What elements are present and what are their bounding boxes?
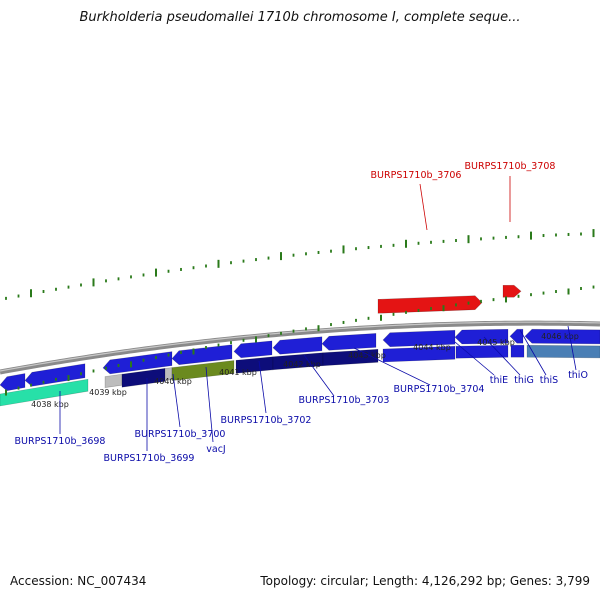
gene-thiS[interactable]: [510, 344, 525, 358]
gene-row2-grey[interactable]: [104, 373, 123, 388]
gene-label[interactable]: BURPS1710b_3703: [299, 395, 390, 406]
gene-label[interactable]: BURPS1710b_3699: [104, 453, 195, 464]
label-leader-line: [567, 325, 577, 371]
gene-row1-5[interactable]: [272, 336, 323, 355]
kbp-label: 4045 kbp: [477, 338, 515, 347]
gene-BURPS1710b_3706[interactable]: [377, 295, 483, 314]
label-leader-line: [519, 329, 547, 376]
gene-row1-9[interactable]: [509, 328, 524, 344]
gene-vacJ[interactable]: [171, 360, 235, 381]
genome-summary-text: Topology: circular; Length: 4,126,292 bp…: [260, 574, 590, 588]
kbp-label: 4044 kbp: [413, 343, 451, 352]
chromosome-backbone: [0, 320, 600, 375]
gene-label[interactable]: BURPS1710b_3698: [15, 436, 106, 447]
gene-row1-8[interactable]: [454, 328, 509, 345]
label-leader-line: [258, 360, 267, 414]
gene-BURPS1710b_3699[interactable]: [121, 368, 166, 388]
label-leader-line: [483, 336, 521, 376]
label-leader-line: [205, 366, 214, 443]
gene-label[interactable]: thiS: [540, 375, 558, 386]
highlight-gene-label[interactable]: BURPS1710b_3706: [371, 170, 462, 181]
gene-BURPS1710b_3708[interactable]: [502, 284, 522, 298]
kbp-label: 4043 kbp: [348, 351, 386, 360]
gene-label[interactable]: thiG: [514, 375, 534, 386]
gene-row1-4[interactable]: [233, 340, 273, 359]
gene-label[interactable]: thiE: [490, 375, 508, 386]
kbp-label: 4040 kbp: [154, 377, 192, 386]
accession-text: Accession: NC_007434: [10, 574, 147, 588]
kbp-label: 4046 kbp: [541, 332, 579, 341]
gene-label[interactable]: BURPS1710b_3702: [221, 415, 312, 426]
gene-row1-10[interactable]: [524, 328, 600, 345]
gene-label[interactable]: vacJ: [206, 444, 225, 455]
label-leader-line: [172, 373, 181, 428]
label-leader-line: [353, 347, 431, 386]
gene-BURPS1710b_3698[interactable]: [0, 378, 89, 407]
gene-label[interactable]: BURPS1710b_3700: [135, 429, 226, 440]
highlight-leader-line: [419, 183, 428, 231]
highlight-gene-label[interactable]: BURPS1710b_3708: [465, 161, 556, 172]
gene-label[interactable]: thiO: [568, 370, 588, 381]
gene-row1-0[interactable]: [0, 373, 26, 392]
kbp-label: 4042 kbp: [283, 360, 321, 369]
gene-BURPS1710b_3704[interactable]: [382, 345, 456, 363]
gene-label[interactable]: BURPS1710b_3704: [394, 384, 485, 395]
kbp-label: 4038 kbp: [31, 400, 69, 409]
kbp-label: 4039 kbp: [89, 388, 127, 397]
label-leader-line: [303, 354, 335, 397]
kbp-label: 4041 kbp: [219, 368, 257, 377]
gene-row1-6[interactable]: [321, 333, 377, 351]
label-leader-line: [454, 341, 495, 376]
gene-thiO[interactable]: [526, 344, 600, 359]
map-title: Burkholderia pseudomallei 1710b chromoso…: [79, 10, 521, 25]
chromosome-backbone-highlight: [0, 321, 600, 372]
gene-row1-3[interactable]: [171, 344, 233, 366]
gene-thiE[interactable]: [455, 344, 509, 359]
